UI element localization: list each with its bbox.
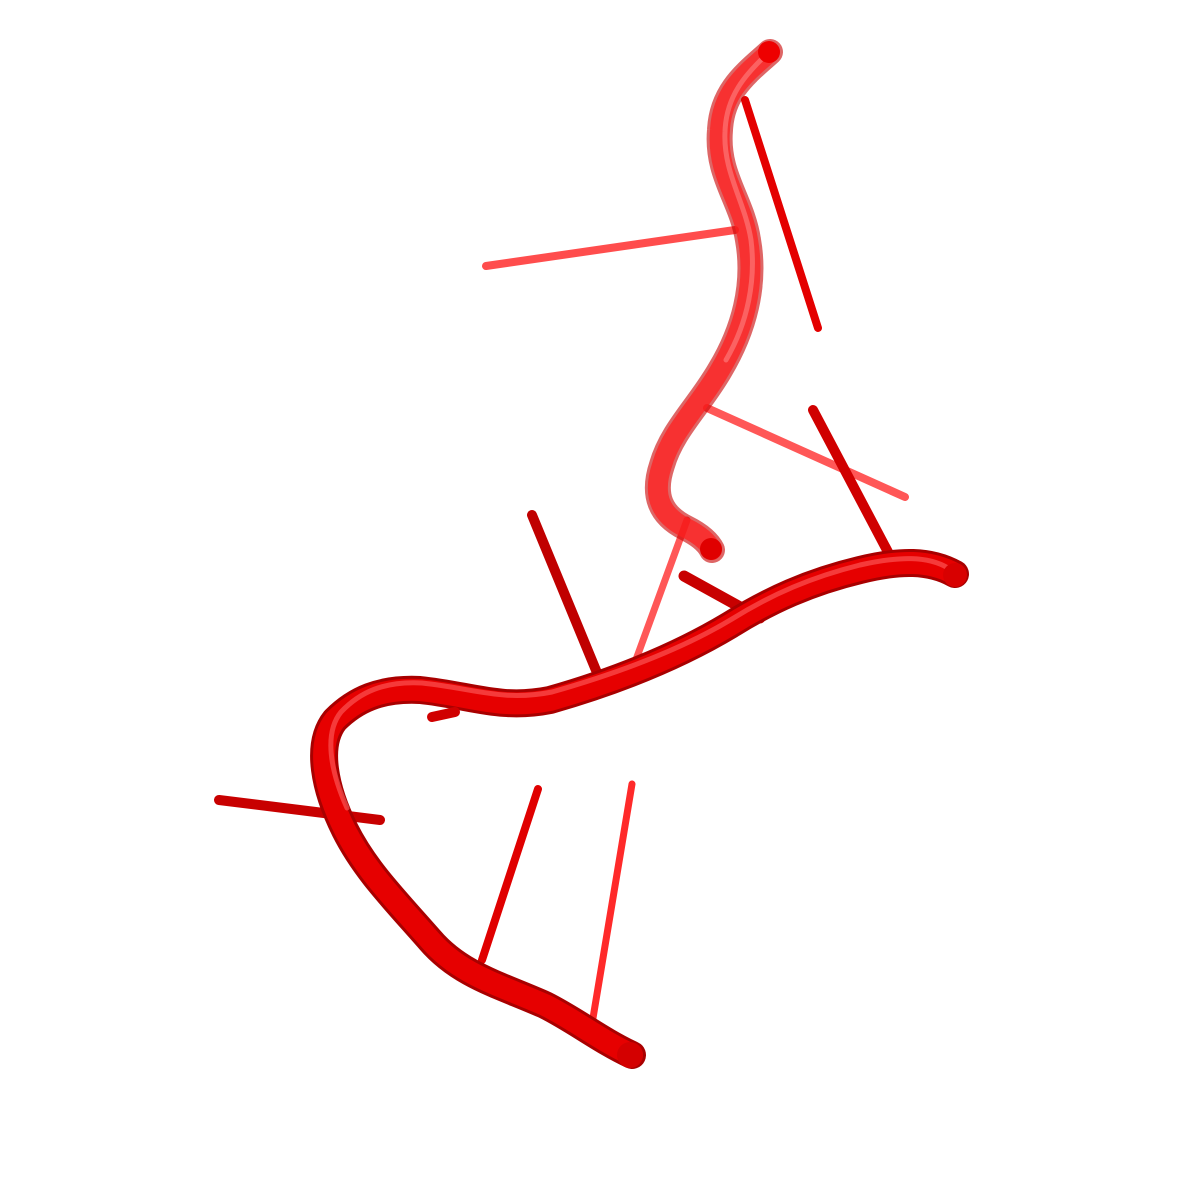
upper-strand-backbone: [644, 39, 783, 563]
backbone-highlight: [722, 53, 768, 363]
base-stick: [589, 780, 636, 1022]
backbone-highlight: [328, 556, 951, 811]
strand-end-cap: [617, 1042, 643, 1068]
base-stick: [478, 785, 542, 964]
strand-end-cap: [758, 41, 780, 63]
base-stick: [741, 96, 822, 332]
backbone-tube-shadow: [310, 549, 969, 1069]
lower-strand-backbone: [310, 549, 969, 1069]
base-stick: [703, 404, 909, 501]
base-stick: [808, 405, 893, 557]
base-stick: [482, 226, 739, 270]
base-stick: [214, 795, 385, 825]
lower-strand-bases: [214, 405, 893, 1022]
upper-strand-bases: [482, 96, 909, 680]
backbone-tube: [313, 552, 966, 1066]
strand-end-cap: [943, 563, 967, 587]
base-stick: [626, 516, 691, 680]
base-stick: [527, 510, 605, 685]
strand-end-cap: [700, 538, 722, 560]
linker-stub: [427, 707, 460, 722]
